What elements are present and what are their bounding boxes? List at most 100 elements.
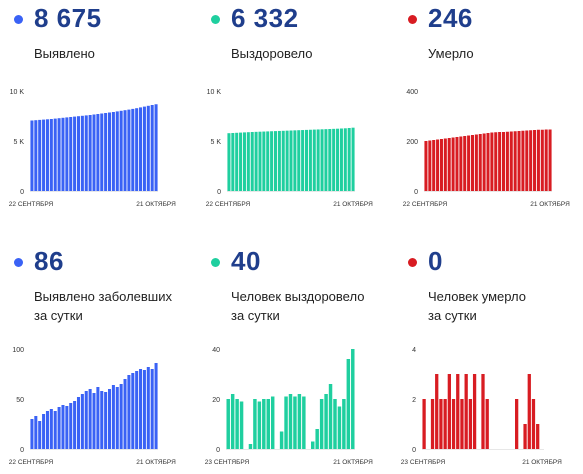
- chart-bar: [61, 117, 65, 191]
- chart-bar: [311, 441, 315, 449]
- chart-bar: [154, 363, 158, 449]
- chart-bar: [533, 130, 537, 191]
- chart-bar: [478, 134, 482, 191]
- chart-bar: [69, 403, 73, 449]
- chart-bar: [142, 106, 146, 191]
- y-tick-label: 5 K: [13, 139, 24, 146]
- chart-bar: [30, 419, 34, 449]
- chart-bar: [498, 132, 502, 191]
- chart-bar: [301, 130, 305, 191]
- chart-bar: [455, 137, 459, 191]
- chart-bar: [302, 396, 306, 449]
- chart-bar: [45, 119, 49, 191]
- chart-bar: [65, 117, 69, 191]
- panel-confirmed-total: 8 675 Выявлено 0 5 K 10 K 22 СЕНТЯБРЯ 21 ОКТ…: [0, 0, 190, 230]
- chart-bar: [69, 117, 73, 191]
- chart-bar: [154, 104, 158, 191]
- stat-label: Выявлено: [34, 46, 95, 61]
- stat-label: Выздоровело: [231, 46, 313, 61]
- y-tick-label: 5 K: [210, 139, 221, 146]
- chart-bar: [230, 394, 235, 449]
- chart-bar: [523, 424, 527, 449]
- chart-bar: [76, 397, 80, 449]
- stat-value: 246: [428, 3, 473, 33]
- chart-bar: [324, 394, 328, 449]
- chart-bar: [459, 136, 463, 191]
- chart-bar: [531, 399, 536, 449]
- chart-bar: [127, 375, 131, 449]
- chart-bar: [277, 130, 281, 191]
- status-dot: [14, 15, 23, 24]
- chart-bar: [139, 369, 143, 449]
- chart-bar: [142, 370, 146, 449]
- chart-bar: [474, 134, 478, 191]
- chart-bar: [61, 405, 65, 449]
- chart-bar: [108, 112, 112, 191]
- x-tick-label-end: 21 ОКТЯБРЯ: [136, 201, 176, 208]
- chart-bar: [53, 411, 57, 449]
- chart-bar: [239, 132, 243, 191]
- x-tick-label-end: 21 ОКТЯБРЯ: [530, 201, 570, 208]
- chart-bar: [73, 116, 77, 191]
- chart-bar: [456, 374, 460, 449]
- chart-bar: [119, 384, 123, 449]
- chart-bar: [248, 444, 253, 449]
- stat-label: Выявлено заболевших за сутки: [34, 289, 172, 323]
- chart-bar: [544, 129, 548, 191]
- x-tick-label-start: 22 СЕНТЯБРЯ: [206, 201, 251, 208]
- stat-label: Человек умерло за сутки: [428, 289, 526, 323]
- chart-bar: [119, 110, 123, 191]
- chart-recovered-total: 0 5 K 10 K 22 СЕНТЯБРЯ 21 ОКТЯБРЯ: [206, 89, 373, 208]
- chart-bar: [100, 391, 104, 449]
- chart-bar: [150, 369, 154, 449]
- chart-bar: [88, 115, 92, 191]
- chart-bar: [436, 139, 440, 191]
- chart-bar: [351, 127, 355, 191]
- y-tick-label: 0: [20, 189, 24, 196]
- chart-bar: [509, 131, 513, 191]
- y-tick-label: 4: [412, 347, 416, 354]
- chart-bar: [521, 130, 525, 191]
- chart-bar: [439, 139, 443, 191]
- y-tick-label: 0: [216, 447, 220, 454]
- chart-bar: [115, 111, 119, 191]
- chart-bar: [342, 399, 346, 449]
- chart-bar: [517, 131, 521, 191]
- chart-bar: [343, 128, 347, 191]
- chart-bar: [351, 349, 355, 449]
- chart-bar: [262, 399, 266, 449]
- chart-bar: [242, 132, 246, 191]
- chart-bar: [49, 409, 53, 449]
- chart-bar: [100, 113, 104, 191]
- chart-bar: [336, 128, 340, 191]
- panel-recovered-total: 6 332 Выздоровело 0 5 K 10 K 22 СЕНТЯБРЯ 21 …: [197, 0, 387, 230]
- chart-bar: [239, 401, 244, 449]
- chart-bar: [96, 387, 100, 449]
- chart-bar: [486, 133, 490, 191]
- chart-bar: [92, 393, 96, 449]
- chart-bar: [270, 131, 274, 191]
- chart-bar: [266, 131, 270, 191]
- chart-bar: [513, 131, 517, 191]
- y-tick-label: 20: [212, 397, 220, 404]
- chart-bar: [490, 132, 494, 191]
- chart-bar: [515, 399, 519, 449]
- chart-bar: [226, 399, 230, 449]
- chart-bar: [135, 371, 139, 449]
- chart-bar: [432, 140, 436, 191]
- chart-bar: [65, 406, 69, 449]
- chart-bar: [42, 119, 46, 191]
- chart-bar: [135, 108, 139, 191]
- chart-bar: [76, 116, 80, 191]
- chart-bar: [428, 140, 432, 191]
- chart-bar: [536, 424, 540, 449]
- chart-bar: [502, 132, 506, 191]
- panel-deaths-total: 246 Умерло 0 200 400 22 СЕНТЯБРЯ 21 ОКТЯБРЯ: [394, 0, 583, 230]
- chart-bar: [451, 399, 456, 449]
- chart-bar: [472, 374, 477, 449]
- chart-bar: [293, 130, 297, 191]
- chart-bar: [250, 132, 254, 191]
- stat-value: 86: [34, 246, 64, 276]
- chart-bar: [281, 130, 285, 191]
- chart-bar: [227, 133, 231, 191]
